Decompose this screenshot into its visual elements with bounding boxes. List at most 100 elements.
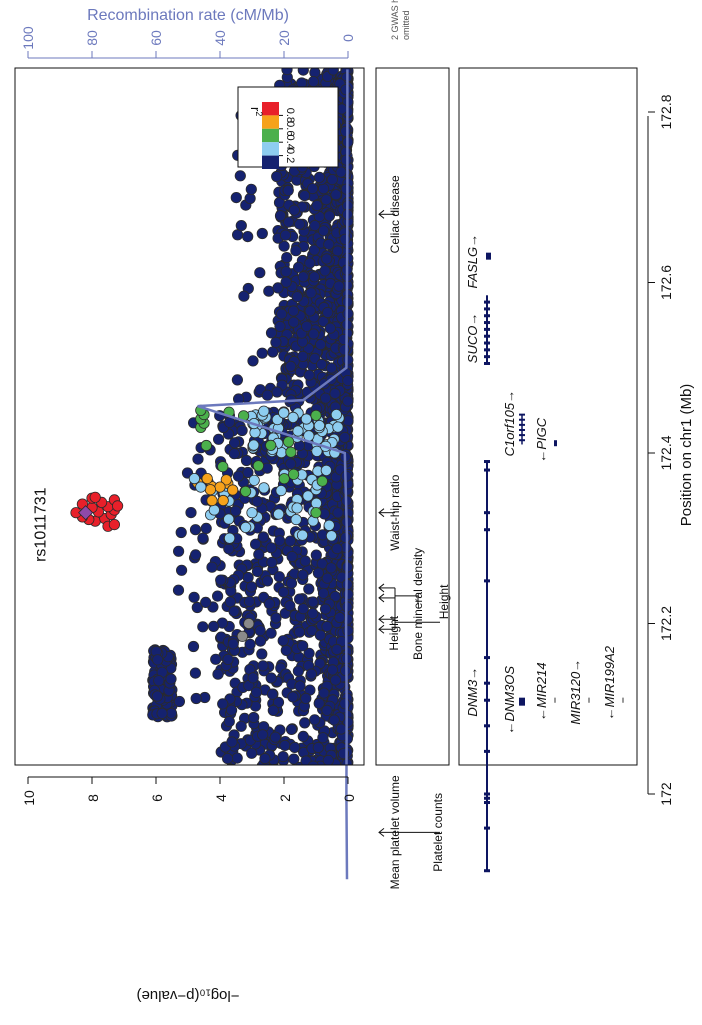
snp-point bbox=[270, 612, 282, 624]
snp-point bbox=[222, 752, 234, 765]
r2-legend-label: 0.6 bbox=[284, 121, 296, 136]
snp-point bbox=[267, 346, 279, 358]
snp-point bbox=[309, 820, 319, 830]
snp-point bbox=[245, 183, 257, 195]
snp-point bbox=[273, 814, 283, 824]
snp-point bbox=[248, 711, 260, 724]
snp-point bbox=[334, 782, 344, 792]
snp-point bbox=[306, 183, 319, 195]
snp-point bbox=[342, 624, 354, 637]
snp-point bbox=[326, 664, 339, 676]
snp-point bbox=[288, 316, 300, 328]
snp-point bbox=[328, 714, 340, 726]
gene-exon bbox=[484, 528, 490, 532]
gene-exon bbox=[519, 434, 525, 437]
snp-point bbox=[251, 836, 261, 846]
snp-point bbox=[334, 611, 346, 624]
snp-point bbox=[252, 827, 262, 837]
snp-point bbox=[339, 698, 351, 710]
snp-point bbox=[256, 809, 266, 819]
snp-point bbox=[269, 836, 279, 846]
snp-point bbox=[275, 308, 288, 320]
gene-exon bbox=[484, 341, 490, 345]
snp-point bbox=[261, 769, 271, 779]
snp-point bbox=[249, 796, 259, 806]
gene-exon bbox=[484, 724, 490, 728]
snp-point bbox=[238, 838, 248, 848]
traits-panel: Platelet counts Mean platelet volume Bone … bbox=[375, 67, 451, 889]
snp-point bbox=[251, 565, 264, 578]
snp-point bbox=[242, 231, 254, 243]
snp-point bbox=[334, 773, 344, 783]
snp-point bbox=[322, 754, 334, 765]
snp-point bbox=[298, 802, 308, 812]
pvalue-axis-tick-label: 0 bbox=[341, 794, 357, 802]
snp-point bbox=[324, 790, 334, 800]
snp-point bbox=[292, 665, 304, 677]
snp-point bbox=[309, 807, 319, 817]
snp-point bbox=[217, 698, 229, 710]
snp-point bbox=[304, 257, 316, 269]
snp-point bbox=[265, 822, 275, 832]
snp-point bbox=[340, 763, 349, 765]
snp-point bbox=[311, 445, 323, 457]
snp-point bbox=[293, 593, 306, 605]
gene-model-dnm3os bbox=[519, 697, 525, 706]
snp-point bbox=[263, 798, 273, 808]
snp-point bbox=[302, 814, 312, 824]
snp-point bbox=[317, 315, 329, 327]
pvalue-axis-tick-label: 10 bbox=[21, 790, 37, 806]
snp-point bbox=[244, 773, 254, 783]
snp-point bbox=[185, 506, 197, 519]
trait-arrow-head bbox=[378, 614, 385, 624]
snp-point bbox=[215, 574, 227, 586]
snp-point bbox=[246, 581, 258, 593]
snp-point bbox=[322, 792, 332, 802]
trait-arrow-head bbox=[378, 209, 385, 219]
snp-point bbox=[325, 362, 338, 374]
snp-point bbox=[284, 821, 294, 831]
snp-point bbox=[248, 856, 258, 866]
snp-point bbox=[294, 836, 304, 846]
snp-point bbox=[252, 460, 264, 472]
snp-point bbox=[316, 813, 326, 823]
snp-point bbox=[309, 818, 319, 828]
snp-point bbox=[333, 807, 343, 817]
snp-point bbox=[265, 327, 278, 339]
snp-point bbox=[300, 755, 312, 765]
snp-point bbox=[342, 588, 354, 600]
snp-point bbox=[297, 785, 307, 795]
r2-legend-label: 0.4 bbox=[284, 135, 296, 150]
trait-label: Height bbox=[387, 615, 401, 650]
snp-point bbox=[299, 864, 309, 874]
snp-point bbox=[304, 305, 316, 317]
snp-point bbox=[301, 861, 311, 871]
snp-point bbox=[324, 322, 336, 334]
snp-point bbox=[223, 543, 235, 555]
snp-point bbox=[265, 542, 277, 554]
snp-point bbox=[248, 821, 258, 831]
snp-point bbox=[306, 807, 316, 817]
snp-point bbox=[277, 750, 289, 763]
snp-point bbox=[343, 768, 353, 778]
snp-point bbox=[303, 369, 315, 381]
snp-point bbox=[254, 625, 266, 637]
snp-point bbox=[243, 617, 255, 630]
snp-point bbox=[214, 481, 226, 493]
snp-point bbox=[336, 866, 346, 876]
snp-point bbox=[333, 820, 343, 830]
snp-point bbox=[248, 863, 258, 873]
snp-point bbox=[294, 680, 306, 692]
snp-point bbox=[326, 841, 336, 851]
snp-point bbox=[226, 842, 236, 852]
snp-point bbox=[331, 824, 341, 834]
snp-point bbox=[278, 240, 290, 252]
snp-point bbox=[343, 806, 353, 816]
snp-point bbox=[334, 865, 344, 875]
snp-point bbox=[339, 233, 351, 245]
snp-point bbox=[321, 253, 333, 265]
snp-point bbox=[247, 780, 257, 790]
snp-point bbox=[330, 408, 342, 421]
recombination-axis-tick-label: 40 bbox=[212, 30, 228, 46]
snp-point bbox=[265, 867, 275, 877]
